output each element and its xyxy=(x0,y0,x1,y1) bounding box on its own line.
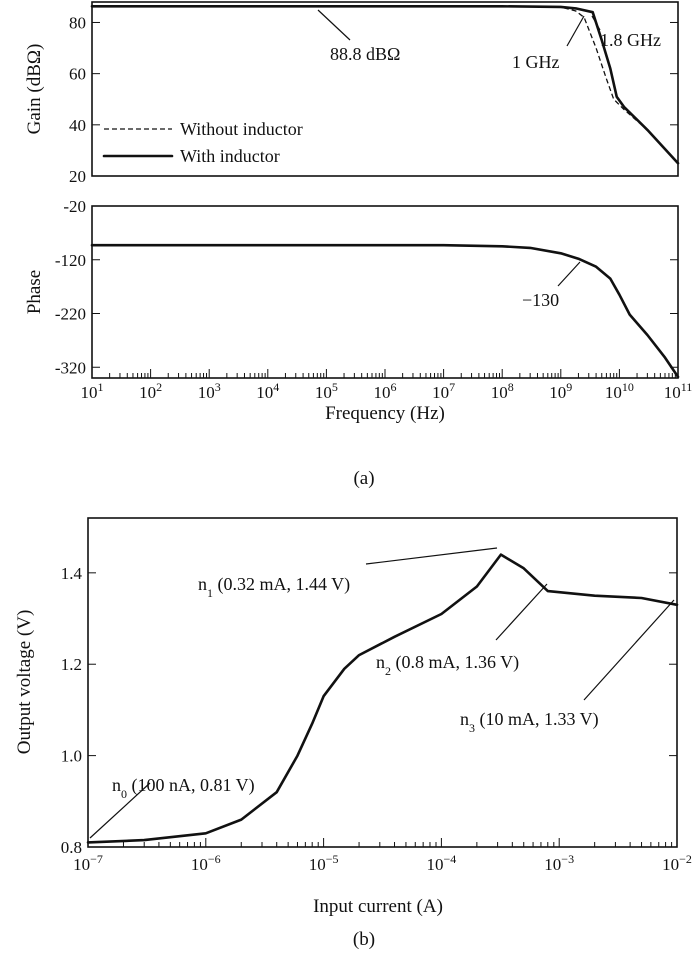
phase-xtick-exponent: 5 xyxy=(332,380,338,394)
output-plot-frame xyxy=(87,517,678,848)
output-xtick-label: 10−3 xyxy=(544,852,574,874)
output-panel: 0.8 1.0 1.2 1.4 10−7 10−6 10−5 10−4 10−3 10−2 Ou… xyxy=(14,517,692,917)
output-series-solid-line xyxy=(86,553,679,844)
n0-leader xyxy=(89,782,151,839)
annotation-n3: n3 (10 mA, 1.33 V) xyxy=(460,709,599,735)
caption-b: (b) xyxy=(353,929,375,950)
gain-annotation-1ghz: 1 GHz xyxy=(512,52,560,72)
output-y-ticks: 0.8 1.0 1.2 1.4 xyxy=(61,564,677,857)
gain-plot-frame xyxy=(91,1,679,177)
gain-ytick-label: 40 xyxy=(69,116,86,135)
caption-a: (a) xyxy=(353,468,374,489)
annotation-n0: n0 (100 nA, 0.81 V) xyxy=(112,775,255,801)
phase-xtick-label: 105 xyxy=(315,380,338,402)
output-y-axis-label: Output voltage (V) xyxy=(14,610,35,755)
phase-xtick-exponent: 6 xyxy=(391,380,397,394)
phase-plot-frame xyxy=(91,205,679,379)
output-xtick-exponent: −2 xyxy=(679,852,692,866)
phase-xtick-label: 103 xyxy=(198,380,221,402)
output-ytick-label: 0.8 xyxy=(61,838,82,857)
gain-series-solid-line xyxy=(90,5,680,165)
phase-xtick-label: 101 xyxy=(81,380,104,402)
phase-y-ticks: -20 -120 -220 -320 xyxy=(55,197,678,377)
phase-xtick-label: 1011 xyxy=(664,380,693,402)
output-xtick-exponent: −5 xyxy=(326,852,339,866)
output-ytick-label: 1.0 xyxy=(61,747,82,766)
output-series xyxy=(86,553,679,844)
output-x-axis-label: Input current (A) xyxy=(313,896,443,917)
gain-series-dashed-line xyxy=(92,5,679,164)
output-xtick-exponent: −3 xyxy=(561,852,574,866)
annotation-n2: n2 (0.8 mA, 1.36 V) xyxy=(376,652,519,678)
gain-ytick-label: 60 xyxy=(69,65,86,84)
gain-y-ticks: 20 40 60 80 xyxy=(69,13,678,186)
output-ytick-label: 1.2 xyxy=(61,655,82,674)
phase-xtick-label: 102 xyxy=(139,380,162,402)
phase-series xyxy=(90,243,680,379)
output-xtick-label: 10−4 xyxy=(427,852,457,874)
annotation-n1: n1 (0.32 mA, 1.44 V) xyxy=(198,574,350,600)
phase-series-solid-line xyxy=(90,243,680,379)
legend-label-without-inductor: Without inductor xyxy=(180,119,303,139)
gain-annotation-18ghz: 1.8 GHz xyxy=(600,30,661,50)
gain-ytick-label: 80 xyxy=(69,13,86,32)
phase-xtick-label: 107 xyxy=(432,380,455,402)
phase-panel: -20-120-220-320 101 102 103 104 105 106 107 108… xyxy=(24,197,692,424)
phase-x-ticks: 101 102 103 104 105 106 107 108 109 1010 1011 xyxy=(81,369,693,402)
phase-xtick-exponent: 7 xyxy=(449,380,455,394)
gain-88-leader xyxy=(317,9,351,41)
output-xtick-exponent: −6 xyxy=(208,852,221,866)
gain-legend: Without inductor With inductor xyxy=(102,119,303,166)
phase-xtick-exponent: 8 xyxy=(508,380,514,394)
legend-label-with-inductor: With inductor xyxy=(180,146,280,166)
phase-ytick-label: -20 xyxy=(63,197,86,216)
phase-x-axis-label: Frequency (Hz) xyxy=(325,403,445,424)
gain-18ghz-leader xyxy=(591,15,601,31)
phase-annotation-130: −130 xyxy=(522,290,559,310)
n2-leader xyxy=(495,583,548,641)
phase-xtick-exponent: 9 xyxy=(566,380,572,394)
n1-leader xyxy=(365,547,498,565)
output-xtick-label: 10−7 xyxy=(73,852,103,874)
output-ytick-label: 1.4 xyxy=(61,564,83,583)
phase-ytick-label: -320 xyxy=(55,358,86,377)
gain-y-axis-label: Gain (dBΩ) xyxy=(24,44,45,135)
gain-series xyxy=(90,5,680,165)
phase-xtick-label: 106 xyxy=(374,380,397,402)
phase-xtick-exponent: 2 xyxy=(156,380,162,394)
phase-xtick-label: 109 xyxy=(549,380,572,402)
phase-xtick-exponent: 10 xyxy=(622,380,634,394)
gain-annotation-88: 88.8 dBΩ xyxy=(330,44,400,64)
phase-ytick-label: -220 xyxy=(55,305,86,324)
phase-y-axis-label: Phase xyxy=(24,270,45,314)
output-xtick-exponent: −4 xyxy=(444,852,457,866)
phase-annotation-leader xyxy=(557,261,581,287)
phase-xtick-label: 104 xyxy=(256,380,279,402)
gain-panel: 20 40 60 80 Gain (dBΩ) Without inductor Wit… xyxy=(24,1,680,186)
phase-xtick-label: 108 xyxy=(491,380,514,402)
output-xtick-label: 10−2 xyxy=(662,852,692,874)
output-x-ticks: 10−7 10−6 10−5 10−4 10−3 10−2 xyxy=(73,838,692,874)
output-xtick-label: 10−6 xyxy=(191,852,221,874)
output-xtick-exponent: −7 xyxy=(90,852,103,866)
phase-ytick-label: -120 xyxy=(55,251,86,270)
phase-xtick-exponent: 1 xyxy=(98,380,104,394)
phase-xtick-label: 1010 xyxy=(605,380,634,402)
phase-xtick-exponent: 11 xyxy=(681,380,693,394)
gain-1ghz-leader xyxy=(566,15,585,47)
output-xtick-label: 10−5 xyxy=(309,852,339,874)
n3-leader xyxy=(583,599,675,701)
phase-xtick-exponent: 4 xyxy=(273,380,279,394)
gain-ytick-label: 20 xyxy=(69,167,86,186)
phase-xtick-exponent: 3 xyxy=(215,380,221,394)
